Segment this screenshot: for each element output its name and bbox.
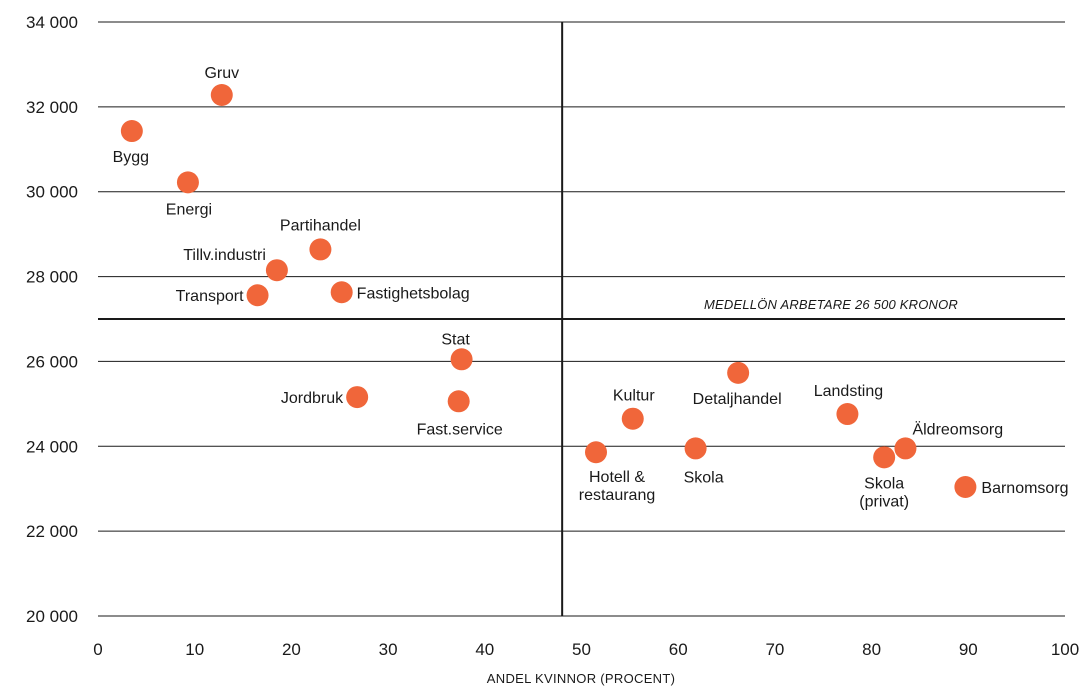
data-point bbox=[246, 284, 269, 307]
gridlines bbox=[98, 21, 1065, 617]
x-tick-label: 40 bbox=[475, 640, 494, 659]
x-axis-ticks: 0 10 20 30 40 50 60 70 80 90 100 bbox=[93, 640, 1079, 659]
point-label: Skola bbox=[684, 469, 724, 486]
point-label: Partihandel bbox=[280, 217, 361, 234]
y-tick-label: 20 000 bbox=[26, 607, 78, 626]
point-label: Fast.service bbox=[417, 421, 503, 438]
point-label: Transport bbox=[176, 288, 244, 305]
x-axis-title: ANDEL KVINNOR (PROCENT) bbox=[487, 671, 675, 686]
data-point bbox=[894, 437, 917, 460]
point-labels: Gruv Bygg Energi Partihandel Tillv.industri T… bbox=[113, 65, 1069, 510]
data-point bbox=[684, 437, 707, 460]
data-point bbox=[727, 361, 750, 384]
y-tick-label: 24 000 bbox=[26, 437, 78, 456]
point-label: Detaljhandel bbox=[693, 391, 782, 408]
data-points bbox=[120, 83, 977, 499]
data-point bbox=[346, 386, 369, 409]
point-label: Jordbruk bbox=[281, 390, 344, 407]
data-point bbox=[954, 476, 977, 499]
x-tick-label: 10 bbox=[185, 640, 204, 659]
reference-lines bbox=[98, 22, 1065, 616]
data-point bbox=[120, 120, 143, 143]
data-point bbox=[873, 446, 896, 469]
data-point bbox=[836, 403, 859, 426]
y-tick-label: 22 000 bbox=[26, 522, 78, 541]
data-point bbox=[450, 348, 473, 371]
y-tick-label: 26 000 bbox=[26, 352, 78, 371]
y-axis-ticks: 34 000 32 000 30 000 28 000 26 000 24 000 22 0… bbox=[26, 13, 78, 626]
point-label: Skola (privat) bbox=[859, 475, 909, 510]
point-label: Kultur bbox=[613, 388, 655, 405]
x-tick-label: 80 bbox=[862, 640, 881, 659]
point-label: Energi bbox=[166, 201, 212, 218]
point-label: Äldreomsorg bbox=[912, 420, 1003, 438]
point-label: Landsting bbox=[814, 383, 883, 400]
point-label: Gruv bbox=[204, 65, 239, 82]
point-label: Tillv.industri bbox=[183, 247, 266, 264]
data-point bbox=[176, 171, 199, 194]
point-label: Stat bbox=[441, 331, 470, 348]
point-label: Barnomsorg bbox=[981, 480, 1068, 497]
data-point bbox=[447, 390, 470, 413]
data-point bbox=[265, 259, 288, 282]
data-point bbox=[330, 281, 353, 304]
y-tick-label: 28 000 bbox=[26, 268, 78, 287]
data-point bbox=[309, 238, 332, 261]
point-label: Bygg bbox=[113, 149, 149, 166]
y-tick-label: 34 000 bbox=[26, 13, 78, 32]
x-tick-label: 90 bbox=[959, 640, 978, 659]
average-salary-annotation: MEDELLÖN ARBETARE 26 500 KRONOR bbox=[704, 297, 958, 312]
x-tick-label: 0 bbox=[93, 640, 102, 659]
x-tick-label: 30 bbox=[379, 640, 398, 659]
y-tick-label: 30 000 bbox=[26, 183, 78, 202]
data-point bbox=[210, 83, 233, 106]
x-tick-label: 50 bbox=[572, 640, 591, 659]
point-label: Hotell & restaurang bbox=[579, 469, 656, 504]
point-label: Fastighetsbolag bbox=[357, 285, 470, 302]
data-point bbox=[621, 407, 644, 430]
y-tick-label: 32 000 bbox=[26, 98, 78, 117]
x-tick-label: 60 bbox=[669, 640, 688, 659]
x-tick-label: 20 bbox=[282, 640, 301, 659]
x-tick-label: 100 bbox=[1051, 640, 1079, 659]
x-tick-label: 70 bbox=[765, 640, 784, 659]
data-point bbox=[585, 441, 608, 464]
